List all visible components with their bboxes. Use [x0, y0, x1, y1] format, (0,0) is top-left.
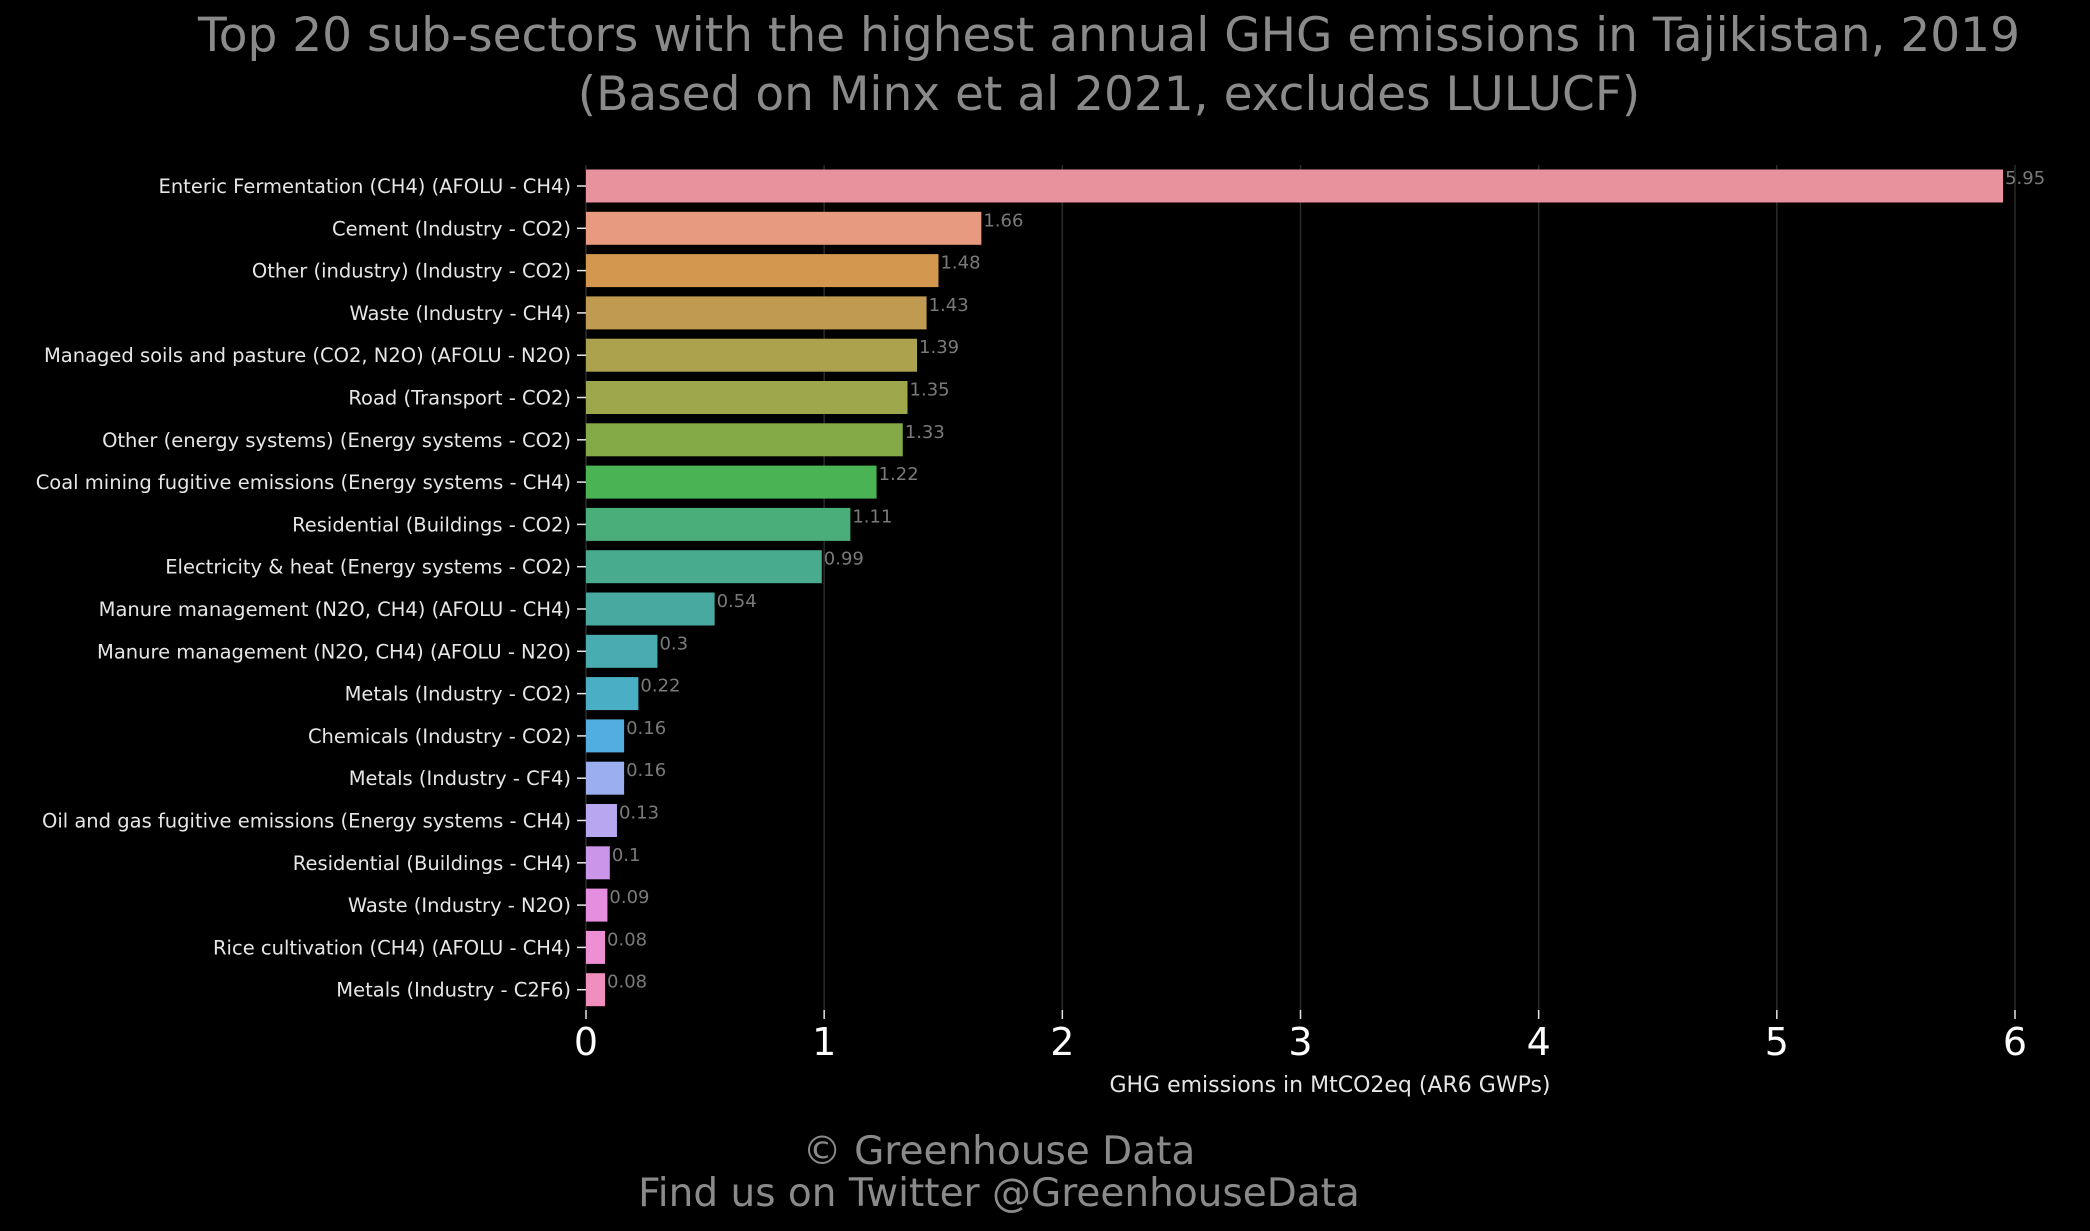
- category-label: Waste (Industry - N2O): [348, 894, 571, 917]
- bar: [586, 804, 617, 837]
- x-tick-label: 0: [574, 1020, 598, 1064]
- category-labels: Enteric Fermentation (CH4) (AFOLU - CH4)…: [36, 175, 586, 1002]
- value-label: 1.33: [905, 422, 945, 443]
- x-tick-label: 6: [2003, 1020, 2027, 1064]
- bar: [586, 507, 851, 541]
- bar: [586, 592, 715, 626]
- x-tick-label: 1: [812, 1020, 836, 1064]
- bar: [586, 338, 918, 372]
- category-label: Waste (Industry - CH4): [349, 302, 571, 325]
- category-label: Coal mining fugitive emissions (Energy s…: [36, 471, 571, 494]
- category-label: Road (Transport - CO2): [348, 387, 571, 410]
- value-label: 5.95: [2005, 168, 2045, 189]
- footer-twitter: Find us on Twitter @GreenhouseData: [638, 1171, 1360, 1216]
- category-label: Chemicals (Industry - CO2): [308, 725, 571, 748]
- value-label: 0.22: [640, 676, 680, 697]
- bar: [586, 719, 625, 753]
- value-label: 1.43: [929, 295, 969, 316]
- x-tick-label: 4: [1527, 1020, 1551, 1064]
- bar: [586, 973, 606, 1007]
- x-axis: 0 1 2 3 4 5 6: [574, 1010, 2027, 1064]
- value-labels: 5.95 1.66 1.48 1.43 1.39 1.35 1.33 1.22 1.11 0.99…: [607, 168, 2045, 993]
- bar: [586, 465, 877, 499]
- bar: [586, 254, 939, 288]
- category-label: Managed soils and pasture (CO2, N2O) (AF…: [44, 344, 571, 367]
- bars: [586, 169, 2004, 1007]
- x-tick-label: 3: [1288, 1020, 1312, 1064]
- bar: [586, 296, 927, 330]
- bar: [586, 169, 2004, 203]
- bar: [586, 888, 608, 922]
- value-label: 0.09: [609, 887, 649, 908]
- value-label: 0.1: [612, 845, 641, 866]
- value-label: 0.13: [619, 803, 659, 824]
- x-tick-label: 2: [1050, 1020, 1074, 1064]
- bar: [586, 423, 903, 457]
- value-label: 0.3: [659, 633, 688, 654]
- value-label: 1.48: [940, 253, 980, 274]
- bar: [586, 677, 639, 711]
- bar: [586, 550, 822, 584]
- value-label: 0.16: [626, 718, 666, 739]
- value-label: 1.11: [852, 506, 892, 527]
- value-label: 0.99: [824, 549, 864, 570]
- bar: [586, 634, 658, 668]
- bar: [586, 211, 982, 245]
- bar: [586, 761, 625, 795]
- value-label: 0.08: [607, 972, 647, 993]
- bar: [586, 846, 610, 880]
- category-label: Oil and gas fugitive emissions (Energy s…: [42, 810, 571, 833]
- category-label: Other (industry) (Industry - CO2): [252, 260, 571, 283]
- bar: [586, 930, 606, 964]
- x-tick-label: 5: [1765, 1020, 1789, 1064]
- category-label: Cement (Industry - CO2): [332, 217, 571, 240]
- category-label: Residential (Buildings - CO2): [292, 513, 571, 536]
- category-label: Manure management (N2O, CH4) (AFOLU - CH…: [99, 598, 571, 621]
- category-label: Manure management (N2O, CH4) (AFOLU - N2…: [97, 640, 571, 663]
- category-label: Other (energy systems) (Energy systems -…: [102, 429, 571, 452]
- x-axis-label: GHG emissions in MtCO2eq (AR6 GWPs): [1109, 1073, 1550, 1098]
- value-label: 1.66: [983, 210, 1023, 231]
- value-label: 1.35: [910, 380, 950, 401]
- category-label: Metals (Industry - C2F6): [336, 979, 571, 1002]
- category-label: Enteric Fermentation (CH4) (AFOLU - CH4): [159, 175, 572, 198]
- footer-copyright: © Greenhouse Data: [803, 1129, 1196, 1174]
- value-label: 1.39: [919, 337, 959, 358]
- category-label: Metals (Industry - CO2): [345, 683, 571, 706]
- category-label: Residential (Buildings - CH4): [293, 852, 571, 875]
- value-label: 0.54: [717, 591, 757, 612]
- value-label: 0.16: [626, 760, 666, 781]
- chart-subtitle: (Based on Minx et al 2021, excludes LULU…: [578, 67, 1640, 122]
- value-label: 0.08: [607, 929, 647, 950]
- chart-title: Top 20 sub-sectors with the highest annu…: [197, 8, 2020, 63]
- value-label: 1.22: [879, 464, 919, 485]
- category-label: Rice cultivation (CH4) (AFOLU - CH4): [213, 936, 571, 959]
- category-label: Electricity & heat (Energy systems - CO2…: [165, 556, 571, 579]
- bar: [586, 381, 908, 414]
- gridlines: [585, 165, 2016, 1010]
- category-label: Metals (Industry - CF4): [349, 767, 571, 790]
